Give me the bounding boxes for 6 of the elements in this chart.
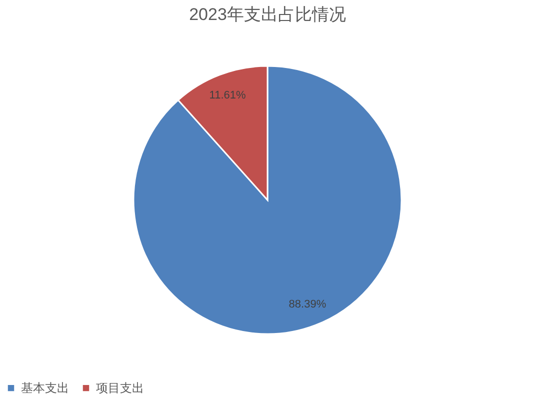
data-label: 88.39% [288, 298, 326, 311]
data-label: 11.61% [209, 89, 246, 102]
legend-label: 项目支出 [96, 381, 144, 396]
legend-label: 基本支出 [21, 381, 69, 396]
pie-slice [133, 65, 402, 335]
chart-title: 2023年支出占比情况 [189, 5, 346, 24]
